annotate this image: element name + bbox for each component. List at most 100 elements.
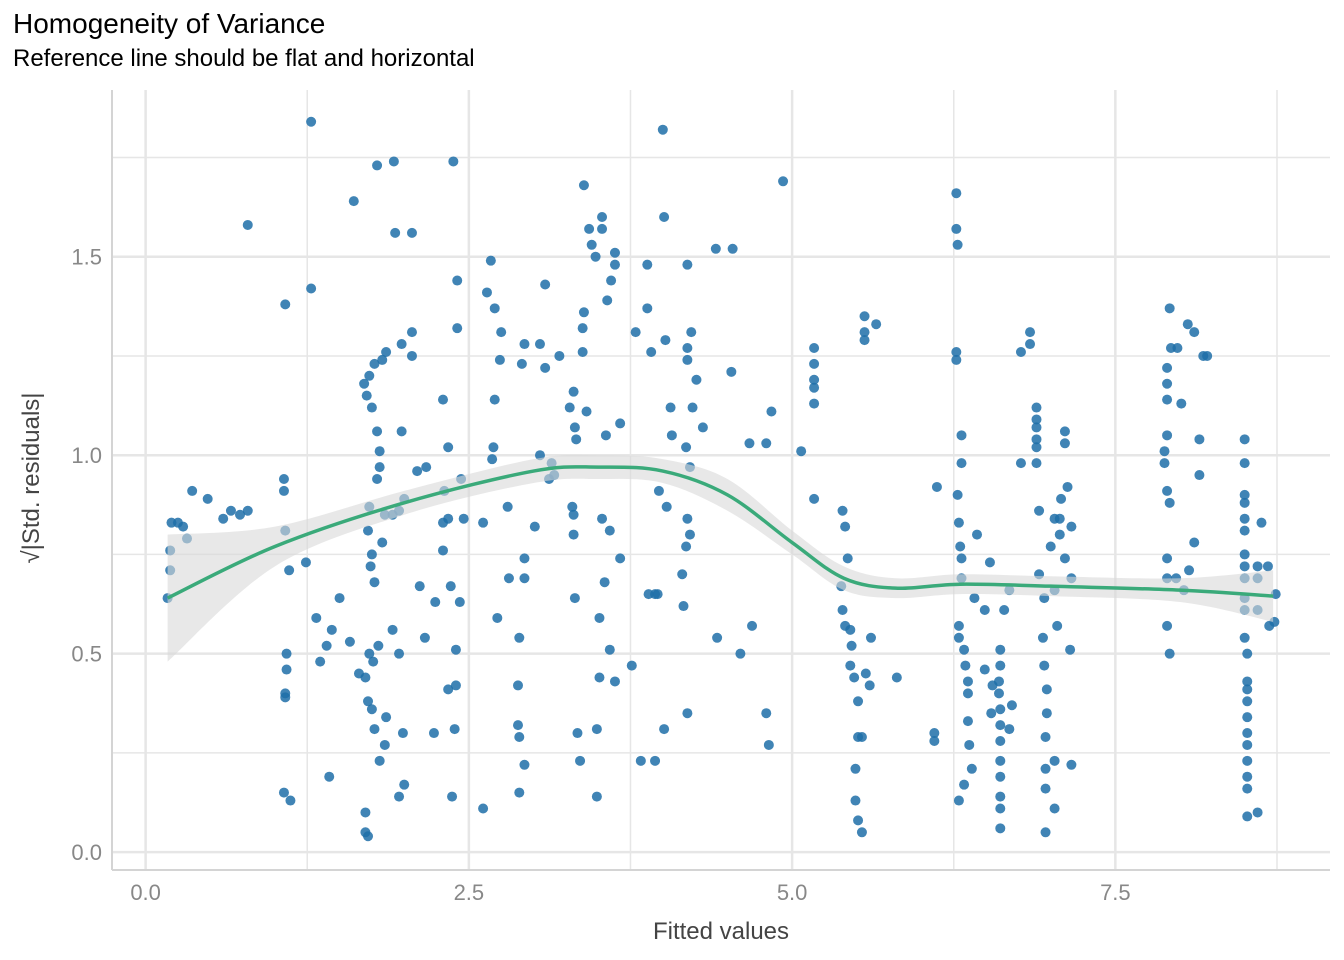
- data-point: [178, 521, 189, 532]
- data-point: [519, 759, 530, 770]
- data-point: [377, 537, 388, 548]
- x-axis-label: Fitted values: [652, 918, 790, 945]
- x-tick-label: 7.5: [1100, 880, 1131, 905]
- data-point: [1202, 350, 1213, 361]
- data-point: [1025, 327, 1036, 338]
- data-point: [366, 549, 377, 560]
- data-point: [979, 664, 990, 675]
- data-point: [1049, 803, 1060, 814]
- data-point: [1262, 561, 1273, 572]
- data-point: [496, 327, 507, 338]
- data-point: [962, 688, 973, 699]
- data-point: [650, 755, 661, 766]
- data-point: [1045, 541, 1056, 552]
- data-point: [995, 771, 1006, 782]
- data-point: [487, 454, 498, 465]
- data-point: [428, 728, 439, 739]
- data-point: [360, 807, 371, 818]
- confidence-band: [167, 454, 1274, 662]
- data-point: [659, 724, 670, 735]
- data-point: [450, 644, 461, 655]
- data-point: [406, 227, 417, 238]
- data-point: [443, 684, 454, 695]
- data-point: [682, 708, 693, 719]
- data-point: [609, 676, 620, 687]
- data-point: [372, 474, 383, 485]
- smooth-reference-line: [166, 465, 1274, 600]
- data-point: [369, 577, 380, 588]
- data-point: [964, 739, 975, 750]
- data-point: [653, 485, 664, 496]
- data-point: [594, 612, 605, 623]
- data-point: [1034, 505, 1045, 516]
- data-point: [1054, 529, 1065, 540]
- data-point: [682, 513, 693, 524]
- data-point: [514, 787, 525, 798]
- data-point: [615, 553, 626, 564]
- data-point: [489, 394, 500, 405]
- data-point: [584, 223, 595, 234]
- data-point: [1164, 497, 1175, 508]
- data-point: [478, 803, 489, 814]
- data-point: [665, 402, 676, 413]
- data-point: [363, 831, 374, 842]
- data-point: [591, 791, 602, 802]
- data-point: [710, 243, 721, 254]
- data-point: [1162, 485, 1173, 496]
- data-point: [494, 354, 505, 365]
- y-tick-label: 1.0: [71, 443, 102, 468]
- data-point: [1252, 807, 1263, 818]
- data-point: [999, 605, 1010, 615]
- data-point: [572, 728, 583, 739]
- data-point: [454, 597, 465, 608]
- data-point: [1159, 458, 1170, 469]
- data-point: [372, 160, 383, 171]
- data-point: [452, 323, 463, 334]
- data-point: [951, 354, 962, 365]
- data-point: [516, 358, 527, 369]
- data-point: [744, 438, 755, 449]
- data-point: [837, 605, 848, 615]
- data-point: [568, 509, 579, 520]
- data-point: [1242, 648, 1253, 659]
- data-point: [761, 708, 772, 719]
- data-point: [377, 354, 388, 365]
- y-tick-label: 0.0: [71, 840, 102, 865]
- data-point: [995, 704, 1006, 715]
- data-point: [1031, 402, 1042, 413]
- data-point: [554, 350, 565, 361]
- data-point: [929, 728, 940, 739]
- data-point: [1172, 343, 1183, 354]
- data-point: [1194, 470, 1205, 481]
- data-point: [962, 676, 973, 687]
- y-tick-label: 1.5: [71, 245, 102, 270]
- data-point: [519, 573, 530, 584]
- data-point: [1041, 708, 1052, 719]
- data-point: [1162, 553, 1173, 564]
- data-point: [374, 446, 385, 457]
- data-point: [995, 755, 1006, 766]
- data-point: [1242, 771, 1253, 782]
- data-point: [993, 688, 1004, 699]
- data-point: [677, 569, 688, 580]
- data-point: [1242, 811, 1253, 822]
- data-point: [666, 430, 677, 441]
- data-point: [1182, 319, 1193, 330]
- data-point: [396, 426, 407, 437]
- data-point: [984, 557, 995, 568]
- data-point: [379, 739, 390, 750]
- data-point: [678, 601, 689, 612]
- data-point: [388, 156, 399, 167]
- data-point: [1242, 783, 1253, 794]
- data-point: [681, 442, 692, 453]
- data-point: [1040, 763, 1051, 774]
- data-point: [1065, 644, 1076, 655]
- data-point: [369, 358, 380, 369]
- data-point: [280, 299, 291, 310]
- data-point: [604, 644, 615, 655]
- data-point: [951, 346, 962, 357]
- data-point: [372, 426, 383, 437]
- data-point: [845, 660, 856, 671]
- data-point: [642, 303, 653, 314]
- data-point: [1159, 446, 1170, 457]
